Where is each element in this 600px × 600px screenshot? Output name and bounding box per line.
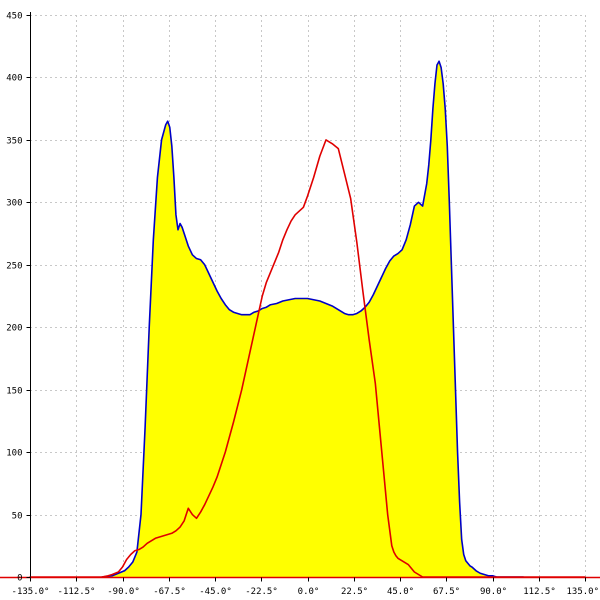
y-tick-label: 150: [6, 387, 22, 397]
x-tick-label: -90.0°: [107, 587, 140, 597]
y-tick-label: 250: [6, 262, 22, 272]
y-tick-label: 100: [6, 449, 22, 459]
y-tick-label: 400: [6, 74, 22, 84]
series-0-line: [101, 60, 525, 578]
series-0-area: [101, 61, 524, 577]
x-tick-label: 22.5°: [341, 587, 368, 597]
x-tick-label: 45.0°: [387, 587, 414, 597]
y-tick-label: 0: [17, 574, 22, 584]
y-tick-label: 50: [12, 512, 23, 522]
x-tick-label: -67.5°: [153, 587, 186, 597]
axis-layer: 0 50 100 150 200 250 300 350 400 450 -135.0° -112.5…: [0, 12, 600, 597]
y-tick-label: 200: [6, 324, 22, 334]
x-tick-label: -135.0°: [12, 587, 50, 597]
series-layer: [29, 60, 586, 578]
x-tick-label: -45.0°: [199, 587, 232, 597]
x-tick-label: 90.0°: [480, 587, 507, 597]
y-tick-label: 300: [6, 199, 22, 209]
x-tick-label: 0.0°: [298, 587, 320, 597]
x-tick-label: -22.5°: [245, 587, 278, 597]
x-tick-label: 112.5°: [523, 587, 556, 597]
y-tick-label: 350: [6, 137, 22, 147]
x-tick-label: 135.0°: [566, 587, 599, 597]
y-tick-label: 450: [6, 12, 22, 22]
x-tick-label: -112.5°: [58, 587, 96, 597]
x-tick-label: 67.5°: [433, 587, 460, 597]
